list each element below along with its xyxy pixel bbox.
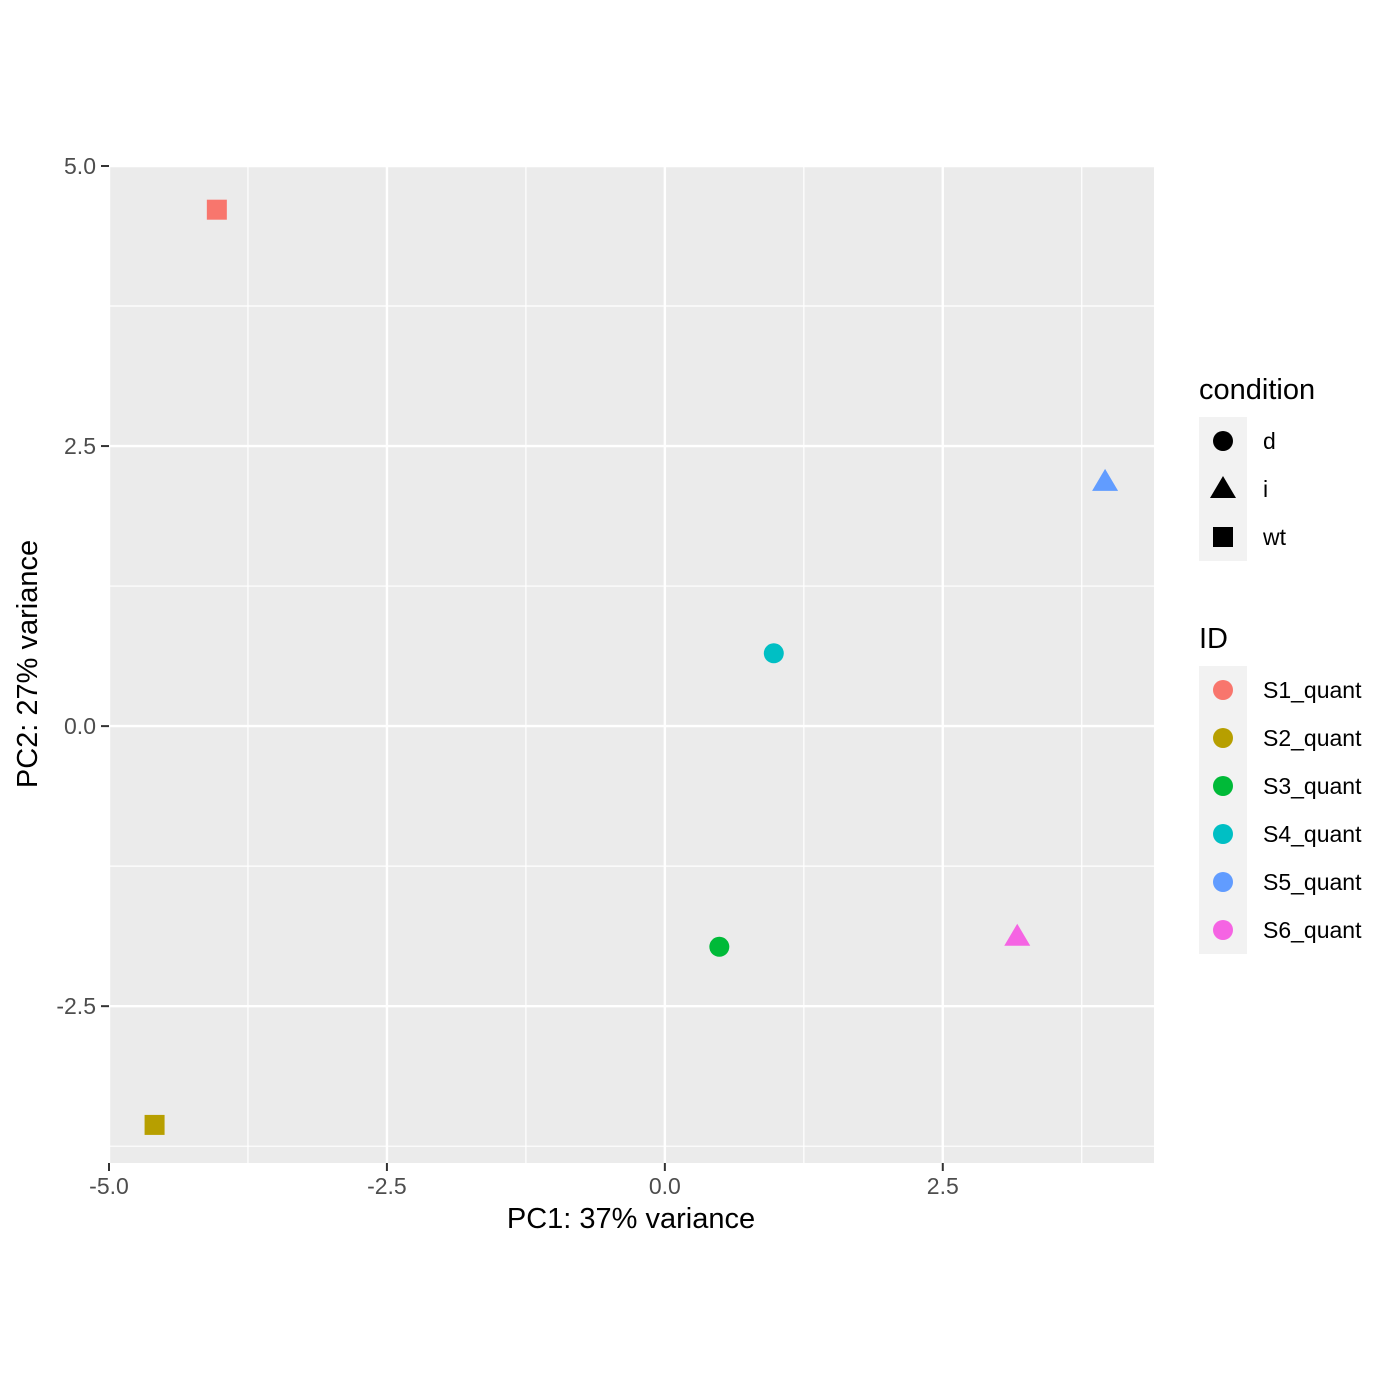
y-axis: 5.0 2.5 0.0 -2.5 <box>56 153 109 1019</box>
y-tick-label: -2.5 <box>56 993 96 1019</box>
data-points <box>144 199 1119 1135</box>
plot-panel <box>109 166 1154 1163</box>
data-point-S4_quant <box>763 643 784 664</box>
legend-condition-label: d <box>1263 428 1276 454</box>
data-point-S3_quant <box>709 936 730 957</box>
legend-condition-label: wt <box>1262 524 1287 550</box>
x-tick-label: -2.5 <box>367 1173 407 1199</box>
legend-color-dot-icon <box>1213 920 1233 940</box>
legend-key-square-icon <box>1213 527 1233 547</box>
legend-id-label: S2_quant <box>1263 725 1362 751</box>
legend-id-label: S3_quant <box>1263 773 1362 799</box>
legend-id-label: S1_quant <box>1263 677 1362 703</box>
legend-color-dot-icon <box>1213 824 1233 844</box>
x-axis: -5.0 -2.5 0.0 2.5 <box>89 1163 959 1199</box>
legend-color-dot-icon <box>1213 776 1233 796</box>
legend-id-title: ID <box>1199 623 1228 655</box>
legend-color-dot-icon <box>1213 680 1233 700</box>
legend-key-circle-icon <box>1213 431 1233 451</box>
x-axis-title: PC1: 37% variance <box>507 1203 755 1235</box>
legend-color-dot-icon <box>1213 872 1233 892</box>
x-tick-label: 2.5 <box>927 1173 959 1199</box>
legend-color-dot-icon <box>1213 728 1233 748</box>
x-tick-label: 0.0 <box>649 1173 681 1199</box>
y-axis-title: PC2: 27% variance <box>12 540 44 788</box>
grid-major <box>107 164 1154 1163</box>
legend-key-triangle-icon <box>1210 476 1236 498</box>
legend-id-label: S6_quant <box>1263 917 1362 943</box>
data-point-S6_quant <box>1004 923 1031 946</box>
data-point-S1_quant <box>206 199 227 220</box>
legend-id-label: S4_quant <box>1263 821 1362 847</box>
x-tick-label: -5.0 <box>89 1173 129 1199</box>
y-tick-label: 0.0 <box>64 713 96 739</box>
legend-condition-label: i <box>1263 476 1268 502</box>
y-tick-label: 5.0 <box>64 153 96 179</box>
legend-id: ID S1_quant S2_quant S3_quant S4_quant S5_qu… <box>1199 623 1362 954</box>
legend-condition: condition di wt <box>1199 374 1315 561</box>
grid-minor <box>109 166 1154 1163</box>
y-tick-label: 2.5 <box>64 433 96 459</box>
data-point-S5_quant <box>1092 468 1119 491</box>
legend-condition-title: condition <box>1199 374 1315 406</box>
legend-id-label: S5_quant <box>1263 869 1362 895</box>
data-point-S2_quant <box>144 1114 165 1135</box>
